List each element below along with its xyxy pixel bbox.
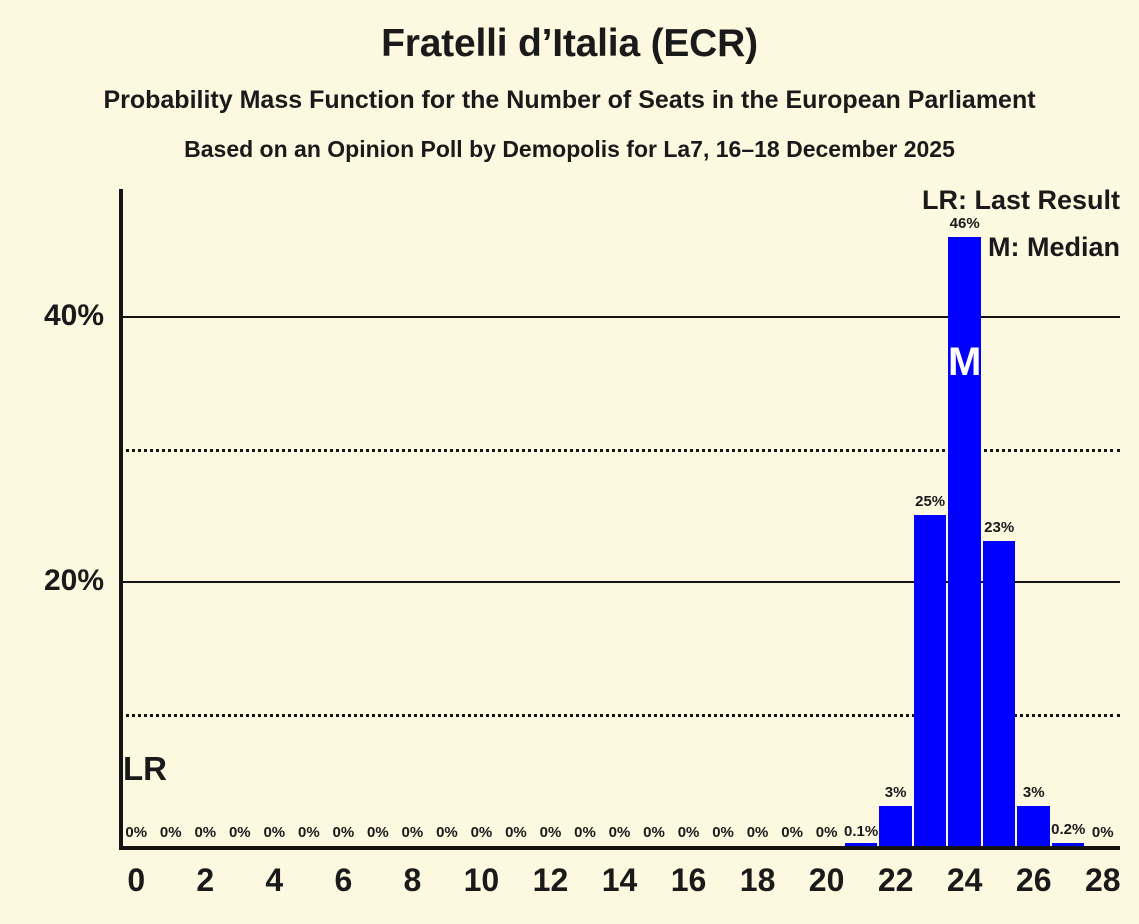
x-axis-tick-28: 28: [1084, 862, 1121, 898]
x-axis-tick-12: 12: [532, 862, 569, 898]
bar-value-label-27: 0.2%: [1051, 821, 1086, 839]
y-axis-tick-20pct: 20%: [43, 564, 104, 597]
bar-seat-24: [948, 236, 981, 846]
x-axis-tick-14: 14: [601, 862, 638, 898]
gridline-30pct: [119, 448, 1120, 452]
bar-value-label-9: 0%: [436, 824, 458, 841]
bar-value-label-22: 3%: [884, 784, 907, 802]
bar-seat-22: [879, 806, 912, 846]
x-axis-tick-22: 22: [877, 862, 914, 898]
gridline-10pct: [119, 713, 1120, 717]
x-axis-tick-18: 18: [739, 862, 776, 898]
bar-value-label-8: 0%: [401, 824, 424, 841]
copyright-notice: © 2026 Filip van Laenen: [1128, 0, 1138, 8]
bar-value-label-12: 0%: [539, 824, 562, 841]
last-result-marker: LR: [123, 750, 167, 787]
chart-source-subtitle: Based on an Opinion Poll by Demopolis fo…: [184, 136, 955, 162]
bar-value-label-20: 0%: [815, 824, 838, 841]
x-axis-tick-0: 0: [127, 862, 146, 898]
median-marker: M: [948, 339, 982, 384]
bar-seat-21: [844, 843, 878, 846]
y-axis-tick-40pct: 40%: [43, 299, 104, 332]
gridline-20pct: [119, 581, 1120, 583]
bar-value-label-0: 0%: [125, 824, 148, 841]
bar-value-label-6: 0%: [332, 824, 355, 841]
bar-value-label-25: 23%: [984, 519, 1015, 537]
x-axis-tick-6: 6: [334, 862, 353, 898]
bar-value-label-2: 0%: [194, 824, 217, 841]
x-axis-tick-4: 4: [265, 862, 284, 898]
chart-title: Fratelli d’Italia (ECR): [381, 22, 758, 65]
bar-value-label-4: 0%: [263, 824, 286, 841]
bar-value-label-24: 46%: [949, 214, 980, 232]
bar-value-label-16: 0%: [677, 824, 700, 841]
x-axis-tick-26: 26: [1015, 862, 1052, 898]
bar-value-label-28: 0%: [1091, 824, 1114, 841]
legend-last-result: LR: Last Result: [921, 185, 1120, 215]
bar-value-label-17: 0%: [712, 824, 734, 841]
x-axis-tick-10: 10: [463, 862, 500, 898]
bar-value-label-7: 0%: [367, 824, 389, 841]
bar-value-label-18: 0%: [746, 824, 769, 841]
bar-value-label-19: 0%: [781, 824, 803, 841]
x-axis-tick-20: 20: [808, 862, 845, 898]
bar-value-label-10: 0%: [470, 824, 493, 841]
x-axis-tick-2: 2: [196, 862, 215, 898]
bar-seat-23: [913, 514, 947, 846]
bar-value-label-1: 0%: [159, 824, 182, 841]
bar-value-label-3: 0%: [228, 824, 251, 841]
chart-subtitle: Probability Mass Function for the Number…: [103, 86, 1036, 114]
plot-area: 0% 0% 0% 0% 0% 0% 0% 0% 0% 0% 0% 0% 0% 0% 0% 0% 0% 0% 0% 0%…: [119, 189, 1120, 850]
x-axis-tick-24: 24: [946, 862, 983, 898]
x-axis-line: [119, 846, 1120, 850]
bar-value-label-15: 0%: [643, 824, 665, 841]
bar-value-label-14: 0%: [608, 824, 631, 841]
bar-value-label-23: 25%: [915, 492, 946, 510]
bar-seat-25: [982, 541, 1016, 846]
bar-value-label-21: 0.1%: [844, 822, 879, 840]
x-axis-tick-16: 16: [670, 862, 707, 898]
bar-value-label-26: 3%: [1022, 784, 1045, 802]
bar-seat-26: [1017, 806, 1050, 846]
bar-value-label-5: 0%: [298, 824, 320, 841]
x-axis-tick-8: 8: [403, 862, 422, 898]
gridline-40pct: [119, 316, 1120, 318]
bar-value-label-11: 0%: [505, 824, 527, 841]
legend-median: M: Median: [988, 232, 1120, 262]
y-axis-line: [119, 189, 123, 850]
bar-value-label-13: 0%: [574, 824, 596, 841]
bar-seat-27: [1051, 843, 1085, 846]
